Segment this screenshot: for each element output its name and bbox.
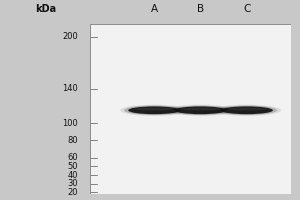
Text: 60: 60 <box>67 153 78 162</box>
Ellipse shape <box>128 106 181 114</box>
Text: C: C <box>243 4 250 14</box>
Ellipse shape <box>134 108 174 110</box>
Text: 200: 200 <box>62 32 78 41</box>
Text: 80: 80 <box>67 136 78 145</box>
Ellipse shape <box>167 105 235 116</box>
Text: B: B <box>197 4 204 14</box>
Text: kDa: kDa <box>35 4 56 14</box>
Ellipse shape <box>221 106 273 114</box>
Ellipse shape <box>217 106 277 115</box>
Text: 20: 20 <box>68 188 78 197</box>
Text: 50: 50 <box>68 162 78 171</box>
Text: 100: 100 <box>62 119 78 128</box>
Ellipse shape <box>174 106 227 114</box>
Ellipse shape <box>213 105 281 116</box>
Ellipse shape <box>181 108 221 110</box>
Ellipse shape <box>227 108 267 110</box>
Text: 140: 140 <box>62 84 78 93</box>
Text: 30: 30 <box>67 179 78 188</box>
Ellipse shape <box>120 105 188 116</box>
Ellipse shape <box>124 106 184 115</box>
Text: 40: 40 <box>68 171 78 180</box>
Ellipse shape <box>170 106 231 115</box>
Text: A: A <box>151 4 158 14</box>
